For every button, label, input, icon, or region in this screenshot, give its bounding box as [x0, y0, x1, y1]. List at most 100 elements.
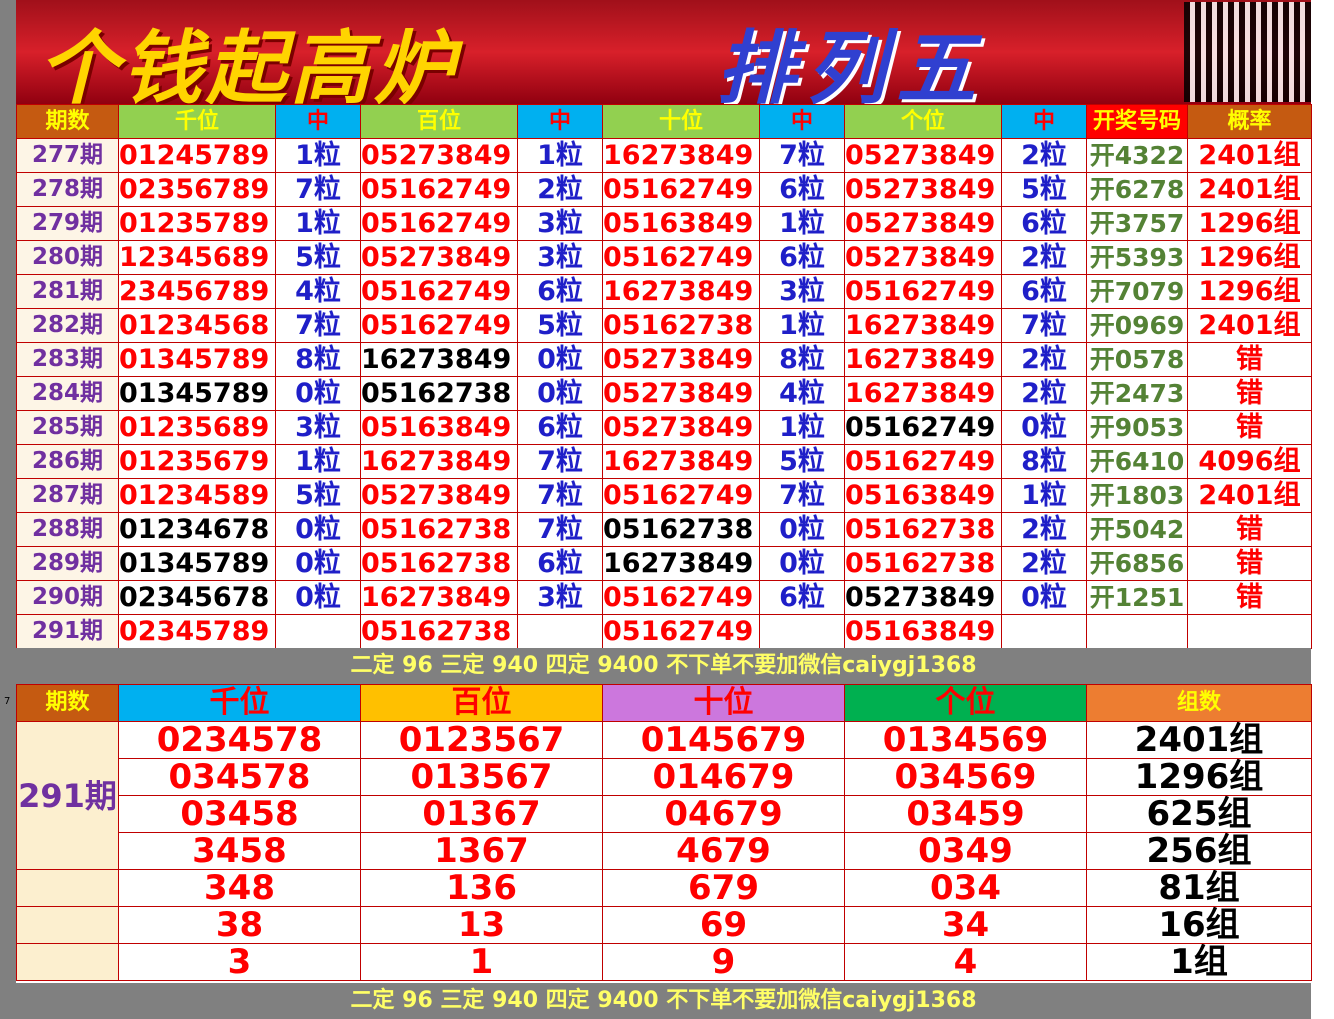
value-cell: 05273849 [602, 376, 760, 411]
period-cell: 286期 [16, 444, 119, 479]
header-row: 期数 千位 百位 十位 个位 组数 [16, 684, 1312, 722]
header-cell: 中 [1001, 104, 1087, 139]
value-cell: 03458 [118, 795, 361, 833]
value-cell: 1粒 [517, 138, 603, 173]
period-cell: 290期 [16, 580, 119, 615]
value-cell: 348 [118, 869, 361, 907]
value-cell: 01245789 [118, 138, 276, 173]
header-row: 期数 千位中百位中十位中个位中开奖号码 概率 [16, 104, 1312, 139]
value-cell: 1粒 [275, 138, 361, 173]
value-cell: 05163849 [602, 206, 760, 241]
value-cell: 16273849 [360, 444, 518, 479]
value-cell: 0粒 [517, 376, 603, 411]
value-cell: 5粒 [275, 478, 361, 513]
value-cell: 开5393 [1086, 240, 1188, 275]
value-cell: 05273849 [844, 240, 1002, 275]
value-cell [517, 614, 603, 649]
value-cell: 0349 [844, 832, 1087, 870]
value-cell: 3粒 [275, 410, 361, 445]
value-cell: 034 [844, 869, 1087, 907]
header-cell: 中 [759, 104, 845, 139]
period-cell: 288期 [16, 512, 119, 547]
value-cell: 136 [360, 869, 603, 907]
value-cell: 01345789 [118, 376, 276, 411]
value-cell: 开5042 [1086, 512, 1188, 547]
data-row: 291期 0234578 0123567 0145679 0134569 2401组 [16, 721, 1312, 870]
value-cell: 开4322 [1086, 138, 1188, 173]
header-cell: 期数 [16, 684, 119, 722]
value-cell: 4粒 [275, 274, 361, 309]
value-cell: 9 [602, 943, 845, 981]
value-cell: 1 [360, 943, 603, 981]
value-cell: 1粒 [759, 206, 845, 241]
period-cell: 287期 [16, 478, 119, 513]
value-cell: 1粒 [759, 410, 845, 445]
value-cell: 0粒 [275, 546, 361, 581]
data-row: 291期 02345789 05162738 05162749 05163849 [16, 614, 1312, 649]
value-cell: 01235679 [118, 444, 276, 479]
value-cell: 02345678 [118, 580, 276, 615]
value-cell: 2粒 [1001, 138, 1087, 173]
value-cell: 02356789 [118, 172, 276, 207]
value-cell: 05162749 [602, 478, 760, 513]
data-row: 290期 02345678 0粒 16273849 3粒 05162749 6粒 052738… [16, 580, 1312, 615]
note: 二定 96 三定 940 四定 9400 不下单不要加微信caiygj1368 [16, 983, 1311, 1019]
value-cell [759, 614, 845, 649]
value-cell: 02345789 [118, 614, 276, 649]
period-cell: 285期 [16, 410, 119, 445]
value-cell: 01345789 [118, 546, 276, 581]
value-cell: 05162749 [360, 172, 518, 207]
value-cell [1086, 614, 1188, 649]
value-cell: 开6410 [1086, 444, 1188, 479]
note: 二定 96 三定 940 四定 9400 不下单不要加微信caiygj1368 [16, 648, 1311, 684]
banner-title: 个钱起高炉 [38, 22, 458, 104]
value-cell: 05163849 [844, 478, 1002, 513]
value-cell: 4粒 [759, 376, 845, 411]
value-cell: 0粒 [1001, 580, 1087, 615]
value-cell: 05273849 [844, 580, 1002, 615]
value-cell: 7粒 [517, 444, 603, 479]
value-cell: 2粒 [1001, 376, 1087, 411]
value-cell [1001, 614, 1087, 649]
value-cell: 01234589 [118, 478, 276, 513]
value-cell: 开9053 [1086, 410, 1188, 445]
value-cell: 05273849 [844, 206, 1002, 241]
value-cell: 8粒 [275, 342, 361, 377]
value-cell: 1367 [360, 832, 603, 870]
header-cell: 十位 [602, 684, 845, 722]
value-cell: 开7079 [1086, 274, 1188, 309]
banner: 个钱起高炉 排列五 [16, 0, 1311, 104]
value-cell: 01234568 [118, 308, 276, 343]
value-cell: 开3757 [1086, 206, 1188, 241]
value-cell: 05162738 [360, 376, 518, 411]
value-cell: 1粒 [275, 444, 361, 479]
value-cell: 05273849 [360, 478, 518, 513]
value-cell: 8粒 [759, 342, 845, 377]
value-cell: 7粒 [517, 478, 603, 513]
value-cell: 05273849 [360, 240, 518, 275]
value-cell: 0粒 [275, 376, 361, 411]
value-cell: 05273849 [844, 172, 1002, 207]
value-cell: 1296组 [1187, 274, 1312, 309]
period-cell [16, 869, 119, 907]
value-cell: 256组 [1086, 832, 1312, 870]
header-cell: 概率 [1187, 104, 1312, 139]
value-cell: 05162749 [602, 614, 760, 649]
value-cell: 05162749 [602, 172, 760, 207]
value-cell: 16273849 [844, 376, 1002, 411]
value-cell: 错 [1187, 512, 1312, 547]
value-cell: 2粒 [1001, 342, 1087, 377]
header-cell: 千位 [118, 684, 361, 722]
value-cell: 05162749 [602, 580, 760, 615]
value-cell: 05273849 [602, 410, 760, 445]
value-cell: 16273849 [602, 138, 760, 173]
value-cell: 6粒 [517, 410, 603, 445]
period-cell: 279期 [16, 206, 119, 241]
value-cell: 2粒 [1001, 240, 1087, 275]
value-cell: 3粒 [517, 580, 603, 615]
data-row: 034578 013567 014679 034569 1296组 [17, 758, 1312, 796]
value-cell: 013567 [360, 758, 603, 796]
value-cell: 16273849 [602, 444, 760, 479]
value-cell: 2401组 [1187, 308, 1312, 343]
value-cell: 开0578 [1086, 342, 1188, 377]
